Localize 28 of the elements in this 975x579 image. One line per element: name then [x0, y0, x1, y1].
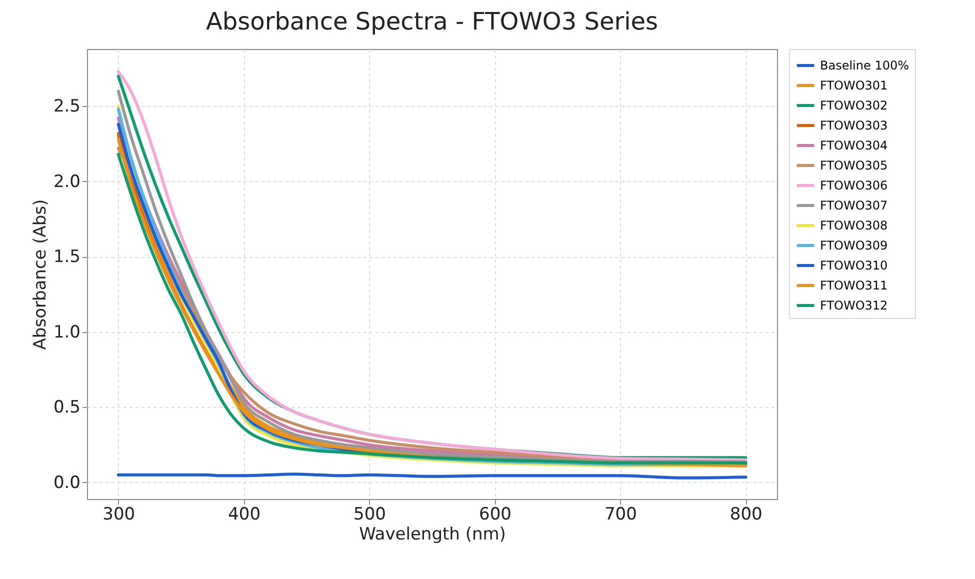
legend-label: Baseline 100% [820, 58, 909, 72]
legend-label: FTOWO306 [820, 178, 888, 192]
legend-label: FTOWO309 [820, 238, 888, 252]
x-tick-label: 400 [228, 504, 261, 524]
y-tick-label: 1.0 [53, 322, 80, 342]
x-axis-title: Wavelength (nm) [359, 524, 506, 544]
y-tick-label: 1.5 [53, 247, 80, 268]
x-tick-label: 700 [604, 504, 637, 524]
y-tick-label: 0.5 [53, 398, 80, 418]
y-tick-label: 0.0 [53, 472, 80, 493]
y-tick-label: 2.5 [53, 96, 80, 117]
x-tick-label: 500 [354, 504, 386, 524]
legend-label: FTOWO310 [820, 258, 888, 272]
legend-label: FTOWO303 [820, 118, 888, 132]
legend-label: FTOWO312 [820, 298, 888, 312]
x-tick-label: 300 [102, 504, 136, 524]
y-tick-label: 2.0 [53, 172, 80, 192]
legend-label: FTOWO301 [820, 78, 888, 92]
x-tick-label: 600 [479, 504, 512, 524]
legend-label: FTOWO307 [820, 198, 888, 212]
legend-label: FTOWO304 [820, 138, 888, 152]
legend-label: FTOWO302 [820, 98, 888, 112]
y-axis-title: Absorbance (Abs) [30, 199, 50, 350]
chart-title: Absorbance Spectra - FTOWO3 Series [206, 8, 658, 36]
x-tick-label: 800 [730, 504, 762, 524]
legend-label: FTOWO305 [820, 158, 888, 172]
legend-label: FTOWO311 [820, 278, 888, 292]
legend-label: FTOWO308 [820, 218, 888, 232]
